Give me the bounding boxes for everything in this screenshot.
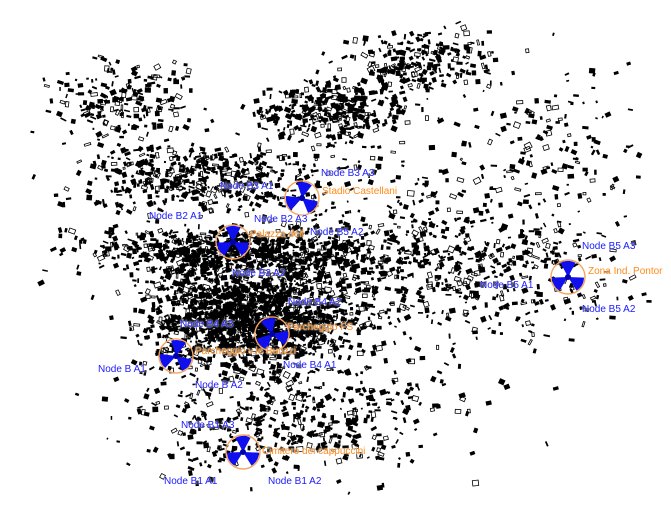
node-label-b4-a2: Node B4 A2 <box>288 297 342 308</box>
node-label-b5-a2-mid: Node B5 A2 <box>310 227 364 238</box>
node-label-b1-a3: Node B1 A3 <box>181 420 235 431</box>
node-label-b1-a1: Node B1 A1 <box>164 476 218 487</box>
node-label-b4-a3: Node B4 A3 <box>180 319 234 330</box>
three-sector-antenna-icon <box>254 316 290 352</box>
building-footprints <box>30 20 652 495</box>
node-label-b3-a1: Node B3 A1 <box>220 181 274 192</box>
site-label-zona-ind: Zona Ind. Pontor <box>588 266 663 277</box>
site-label-cimitero: Cimitero dei cappuccini <box>262 446 366 457</box>
node-label-b2-a1: Node B2 A1 <box>149 211 203 222</box>
node-label-b3-a3: Node B3 A3 <box>321 168 375 179</box>
base-station-markers <box>158 180 586 470</box>
node-label-b1-a2: Node B1 A2 <box>268 476 322 487</box>
site-label-parcheggio-fs: Parcheggio FS <box>287 322 354 333</box>
site-label-parcheggio-buozzi: Parcheggio v.le Buozzi <box>195 346 296 357</box>
node-label-b5-a1: Node B5 A1 <box>480 280 534 291</box>
three-sector-antenna-icon <box>158 338 194 374</box>
node-label-b2-a3: Node B2 A3 <box>254 214 308 225</box>
site-label-palazza: Palazza dell <box>250 229 304 240</box>
three-sector-antenna-icon <box>215 224 251 260</box>
node-label-b-a1: Node B A1 <box>98 364 146 375</box>
node-label-b5-a3: Node B5 A3 <box>582 241 636 252</box>
node-label-b5-a2: Node B5 A2 <box>582 304 636 315</box>
node-label-b2-a2: Node B2 A2 <box>232 268 286 279</box>
node-label-b4-a1: Node B4 A1 <box>283 360 337 371</box>
three-sector-antenna-icon <box>284 180 320 216</box>
site-label-stadio-castellani: Stadio Castellani <box>322 186 398 197</box>
node-label-b-a2: Node B A2 <box>195 380 243 391</box>
three-sector-antenna-icon <box>550 259 586 295</box>
three-sector-antenna-icon <box>225 434 261 470</box>
